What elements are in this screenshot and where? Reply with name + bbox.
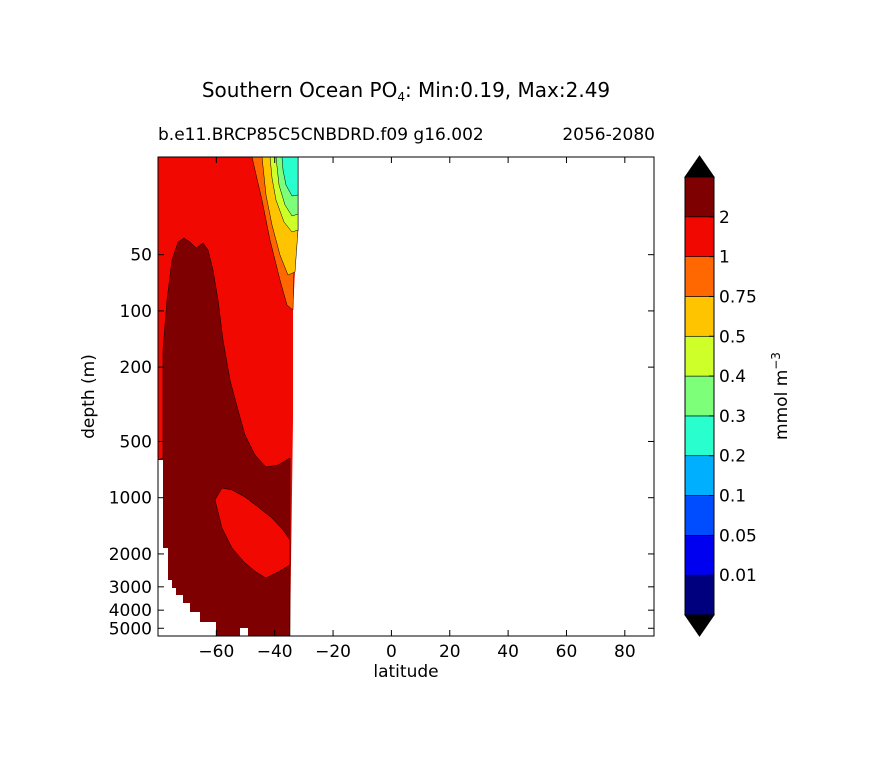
x-axis: −60 −40 −20 0 20 40 60 80 <box>198 157 636 662</box>
colorbar-tick-label: 2 <box>719 208 730 228</box>
contour-fill <box>158 157 654 636</box>
y-tick-label: 2000 <box>109 545 152 565</box>
contour-region-1-2-deep-patch <box>214 487 291 579</box>
colorbar-tick-label: 0.4 <box>719 367 746 387</box>
colorbar-segment <box>684 296 715 337</box>
contour-region-0.2-0.3 <box>281 157 299 197</box>
colorbar-segment <box>684 415 715 457</box>
x-tick-label: 60 <box>556 642 578 662</box>
x-tick-label: −40 <box>257 642 293 662</box>
y-tick-label: 500 <box>120 432 152 452</box>
colorbar-tick-label: 0.1 <box>719 487 746 507</box>
colorbar-tick-label: 0.2 <box>719 447 746 467</box>
chart-title: Southern Ocean PO4: Min:0.19, Max:2.49 <box>201 78 611 104</box>
colorbar-segment <box>684 455 715 496</box>
y-tick-label: 200 <box>120 358 152 378</box>
y-tick-label: 4000 <box>109 601 152 621</box>
seafloor-mask <box>158 460 248 636</box>
colorbar-tick-label: 0.05 <box>719 526 757 546</box>
x-axis-label: latitude <box>373 662 438 682</box>
colorbar-tick-label: 0.01 <box>719 566 757 586</box>
y-tick-label: 50 <box>130 246 152 266</box>
colorbar-segment <box>684 256 715 297</box>
colorbar-tick-label: 1 <box>719 248 730 268</box>
colorbar-extend-max <box>684 155 715 178</box>
x-tick-label: −20 <box>315 642 351 662</box>
colorbar-segment <box>684 216 715 257</box>
colorbar-segment <box>684 574 715 616</box>
plot-frame <box>157 156 655 637</box>
colorbar-segment <box>684 535 715 576</box>
colorbar-segment <box>684 335 715 377</box>
y-tick-label: 1000 <box>109 489 152 509</box>
colorbar-extend-min <box>684 614 715 637</box>
y-tick-label: 5000 <box>109 619 152 639</box>
x-tick-label: 20 <box>439 642 461 662</box>
colorbar-segment <box>684 375 715 417</box>
colorbar-segment <box>684 495 715 536</box>
y-tick-label: 100 <box>120 302 152 322</box>
colorbar-tick-label: 0.3 <box>719 407 746 427</box>
colorbar-label: mmol m−3 <box>769 352 792 440</box>
colorbar-tick-label: 0.75 <box>719 287 757 307</box>
no-data-region <box>299 157 654 636</box>
y-axis-label: depth (m) <box>79 354 99 439</box>
colorbar-segment <box>684 176 715 218</box>
x-tick-label: 0 <box>386 642 397 662</box>
plot-area: −60 −40 −20 0 20 40 60 80 50 100 200 500 1000 2000 30… <box>79 156 655 682</box>
colorbar: 0.01 0.05 0.1 0.2 0.3 0.4 0.5 0.75 1 2 <box>684 155 757 637</box>
x-tick-label: 80 <box>614 642 636 662</box>
x-tick-label: −60 <box>198 642 234 662</box>
chart-subtitle-case: b.e11.BRCP85C5CNBDRD.f09 g16.002 <box>158 125 484 145</box>
colorbar-tick-label: 0.5 <box>719 327 746 347</box>
y-tick-label: 3000 <box>109 578 152 598</box>
x-tick-label: 40 <box>497 642 519 662</box>
chart-subtitle-years: 2056-2080 <box>562 125 655 145</box>
colorbar-frame <box>684 176 715 616</box>
